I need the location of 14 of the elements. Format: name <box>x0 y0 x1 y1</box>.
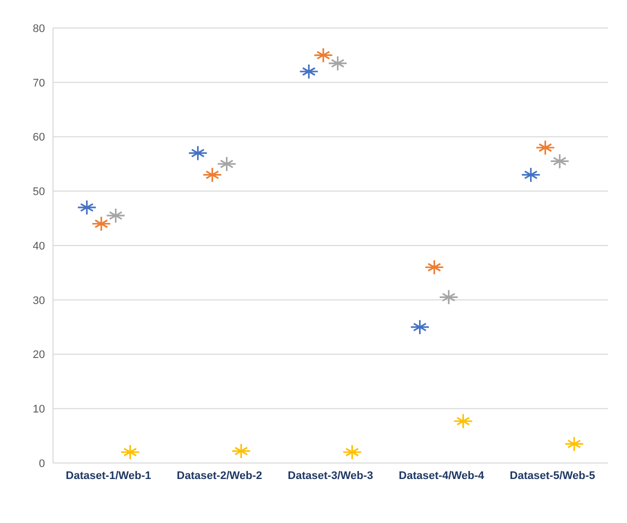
y-tick-label: 80 <box>32 22 45 35</box>
y-tick-label: 30 <box>32 294 45 307</box>
y-tick-label: 70 <box>32 77 45 90</box>
x-tick-label: Dataset-1/Web-1 <box>66 470 152 482</box>
x-tick-label: Dataset-3/Web-3 <box>288 470 374 482</box>
y-tick-label: 0 <box>38 458 45 470</box>
y-tick-label: 50 <box>32 186 45 198</box>
y-tick-label: 10 <box>32 404 45 416</box>
y-tick-label: 20 <box>32 349 45 362</box>
x-tick-label: Dataset-4/Web-4 <box>398 470 486 482</box>
x-tick-label: Dataset-2/Web-2 <box>176 470 262 482</box>
x-tick-label: Dataset-5/Web-5 <box>510 470 596 482</box>
y-tick-label: 40 <box>32 240 45 252</box>
y-tick-label: 60 <box>32 132 45 144</box>
